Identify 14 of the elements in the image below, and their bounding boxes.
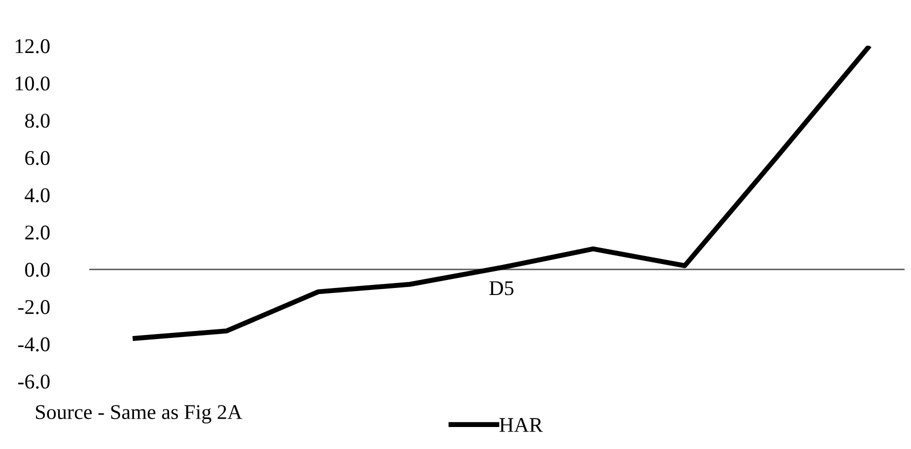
y-tick-label: 4.0 [24,188,50,202]
y-tick-label: 12.0 [16,39,50,54]
y-tick-label: -4.0 [18,337,50,352]
x-tick-label: D5 [489,281,514,296]
legend-label: HAR [500,418,543,432]
y-tick-label: 2.0 [25,226,50,240]
y-tick-label: 8.0 [25,114,50,128]
y-tick-label: -6.0 [18,374,50,389]
y-tick-label: 10.0 [16,76,50,91]
y-tick-label: 0.0 [25,262,50,277]
source-note: Source - Same as Fig 2A [36,405,242,424]
y-tick-label: -2.0 [18,300,50,314]
line-series [132,46,870,341]
y-tick-label: 6.0 [25,150,50,166]
